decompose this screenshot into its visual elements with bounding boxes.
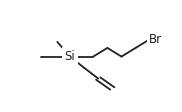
Text: Si: Si (65, 50, 75, 63)
Text: Br: Br (149, 33, 162, 46)
